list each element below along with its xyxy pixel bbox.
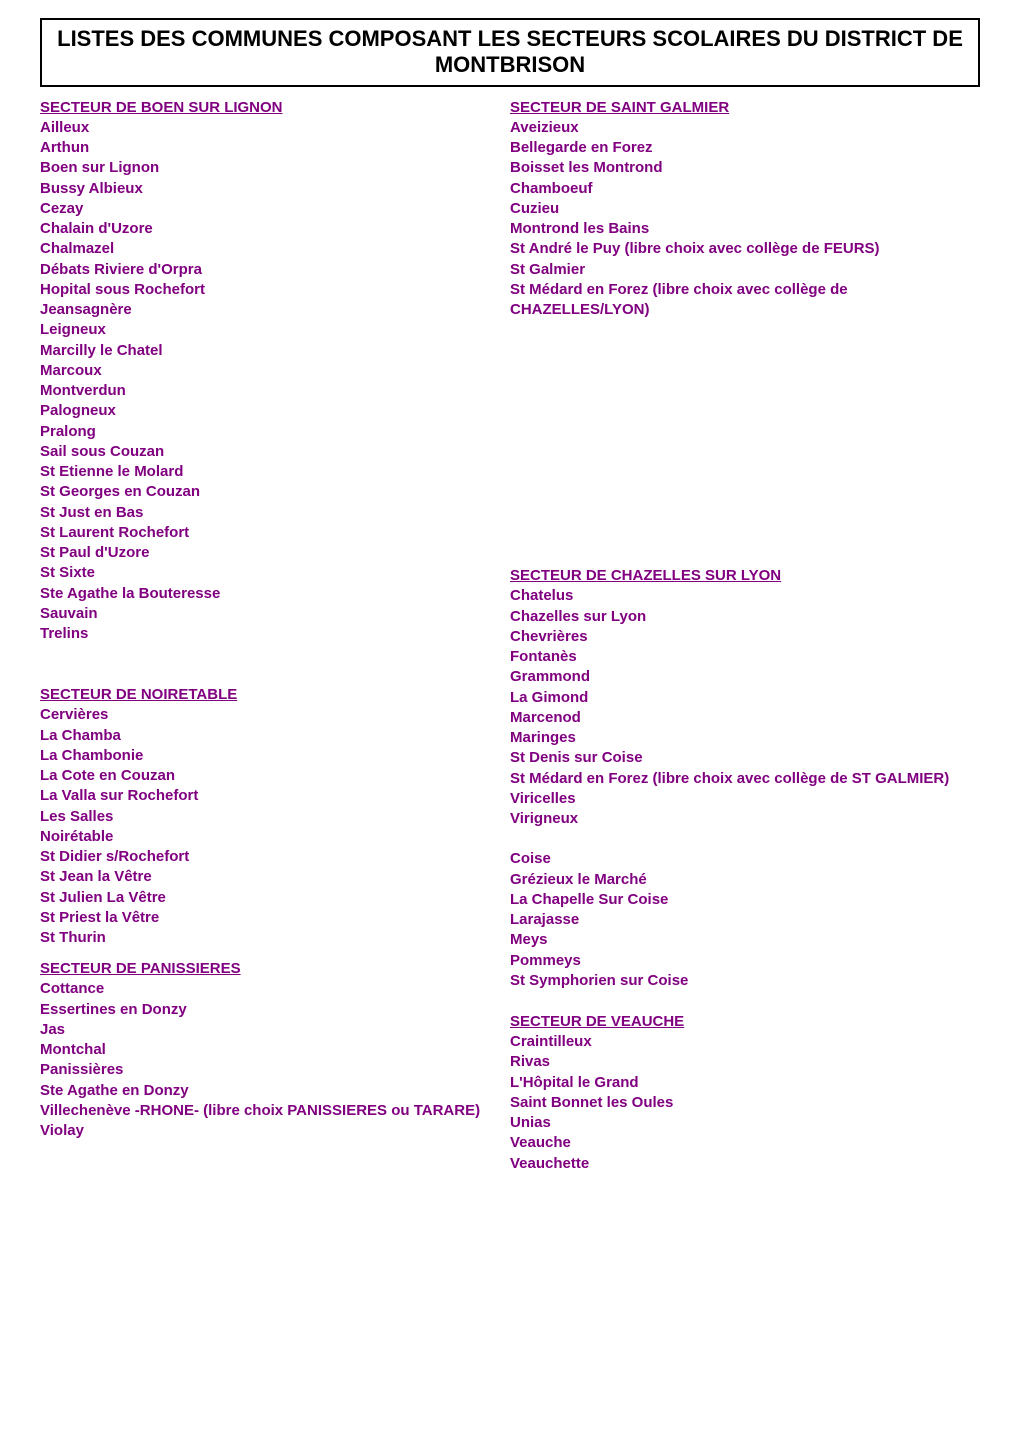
commune: St Médard en Forez (libre choix avec col…: [510, 280, 980, 321]
commune: Rivas: [510, 1052, 980, 1072]
commune: Sauvain: [40, 604, 510, 624]
commune: Panissières: [40, 1060, 510, 1080]
commune: St Priest la Vêtre: [40, 908, 510, 928]
commune: Maringes: [510, 728, 980, 748]
commune: Craintilleux: [510, 1032, 980, 1052]
commune: Trelins: [40, 624, 510, 644]
commune: La Chamba: [40, 726, 510, 746]
sector-title-galmier: SECTEUR DE SAINT GALMIER: [510, 99, 980, 116]
commune: Chazelles sur Lyon: [510, 607, 980, 627]
title-box: LISTES DES COMMUNES COMPOSANT LES SECTEU…: [40, 18, 980, 87]
commune: Ailleux: [40, 118, 510, 138]
commune: Grammond: [510, 667, 980, 687]
commune: St André le Puy (libre choix avec collèg…: [510, 239, 980, 259]
commune: St Jean la Vêtre: [40, 867, 510, 887]
sector-title-boen: SECTEUR DE BOEN SUR LIGNON: [40, 99, 510, 116]
commune: La Gimond: [510, 688, 980, 708]
commune: Villechenève -RHONE- (libre choix PANISS…: [40, 1101, 510, 1121]
commune: St Symphorien sur Coise: [510, 971, 980, 991]
commune: Pralong: [40, 422, 510, 442]
commune: Jas: [40, 1020, 510, 1040]
commune: Montrond les Bains: [510, 219, 980, 239]
commune: Grézieux le Marché: [510, 870, 980, 890]
commune: St Just en Bas: [40, 503, 510, 523]
commune: Essertines en Donzy: [40, 1000, 510, 1020]
sector-title-noiretable: SECTEUR DE NOIRETABLE: [40, 686, 510, 703]
commune: Sail sous Couzan: [40, 442, 510, 462]
commune: Pommeys: [510, 951, 980, 971]
commune: Marcilly le Chatel: [40, 341, 510, 361]
commune: Boen sur Lignon: [40, 158, 510, 178]
commune: St Médard en Forez (libre choix avec col…: [510, 769, 980, 789]
commune: Leigneux: [40, 320, 510, 340]
sector-title-panissieres: SECTEUR DE PANISSIERES: [40, 960, 510, 977]
commune: Hopital sous Rochefort: [40, 280, 510, 300]
commune: St Thurin: [40, 928, 510, 948]
commune: Chamboeuf: [510, 179, 980, 199]
page-title: LISTES DES COMMUNES COMPOSANT LES SECTEU…: [52, 26, 968, 79]
commune: Bussy Albieux: [40, 179, 510, 199]
commune: Les Salles: [40, 807, 510, 827]
commune: Arthun: [40, 138, 510, 158]
commune: St Didier s/Rochefort: [40, 847, 510, 867]
commune: Cottance: [40, 979, 510, 999]
commune: St Julien La Vêtre: [40, 888, 510, 908]
commune: St Laurent Rochefort: [40, 523, 510, 543]
commune: Fontanès: [510, 647, 980, 667]
commune: La Cote en Couzan: [40, 766, 510, 786]
commune: Montchal: [40, 1040, 510, 1060]
commune: L'Hôpital le Grand: [510, 1073, 980, 1093]
commune: Débats Riviere d'Orpra: [40, 260, 510, 280]
commune: St Georges en Couzan: [40, 482, 510, 502]
commune: St Sixte: [40, 563, 510, 583]
commune: Viricelles: [510, 789, 980, 809]
commune: Ste Agathe la Bouteresse: [40, 584, 510, 604]
commune: La Valla sur Rochefort: [40, 786, 510, 806]
commune: Marcenod: [510, 708, 980, 728]
commune: Ste Agathe en Donzy: [40, 1081, 510, 1101]
commune: Montverdun: [40, 381, 510, 401]
commune: La Chapelle Sur Coise: [510, 890, 980, 910]
commune: St Etienne le Molard: [40, 462, 510, 482]
commune: Marcoux: [40, 361, 510, 381]
commune: Violay: [40, 1121, 510, 1141]
commune: Boisset les Montrond: [510, 158, 980, 178]
commune: Unias: [510, 1113, 980, 1133]
commune: Veauchette: [510, 1154, 980, 1174]
right-column: SECTEUR DE SAINT GALMIER Aveizieux Belle…: [510, 97, 980, 1174]
commune: St Denis sur Coise: [510, 748, 980, 768]
commune: Saint Bonnet les Oules: [510, 1093, 980, 1113]
commune: St Paul d'Uzore: [40, 543, 510, 563]
commune: Jeansagnère: [40, 300, 510, 320]
commune: Larajasse: [510, 910, 980, 930]
commune: La Chambonie: [40, 746, 510, 766]
commune: St Galmier: [510, 260, 980, 280]
commune: Noirétable: [40, 827, 510, 847]
commune: Bellegarde en Forez: [510, 138, 980, 158]
commune: Chalain d'Uzore: [40, 219, 510, 239]
commune: Chalmazel: [40, 239, 510, 259]
commune: Aveizieux: [510, 118, 980, 138]
sector-title-chazelles: SECTEUR DE CHAZELLES SUR LYON: [510, 567, 980, 584]
commune: Coise: [510, 849, 980, 869]
commune: Veauche: [510, 1133, 980, 1153]
commune: Palogneux: [40, 401, 510, 421]
sector-title-veauche: SECTEUR DE VEAUCHE: [510, 1013, 980, 1030]
alignment-spacer: [510, 320, 980, 565]
commune: Meys: [510, 930, 980, 950]
commune: Virigneux: [510, 809, 980, 829]
commune: Chatelus: [510, 586, 980, 606]
commune: Cezay: [40, 199, 510, 219]
commune: Cuzieu: [510, 199, 980, 219]
commune: Cervières: [40, 705, 510, 725]
columns: SECTEUR DE BOEN SUR LIGNON Ailleux Arthu…: [40, 97, 980, 1174]
left-column: SECTEUR DE BOEN SUR LIGNON Ailleux Arthu…: [40, 97, 510, 1174]
commune: Chevrières: [510, 627, 980, 647]
